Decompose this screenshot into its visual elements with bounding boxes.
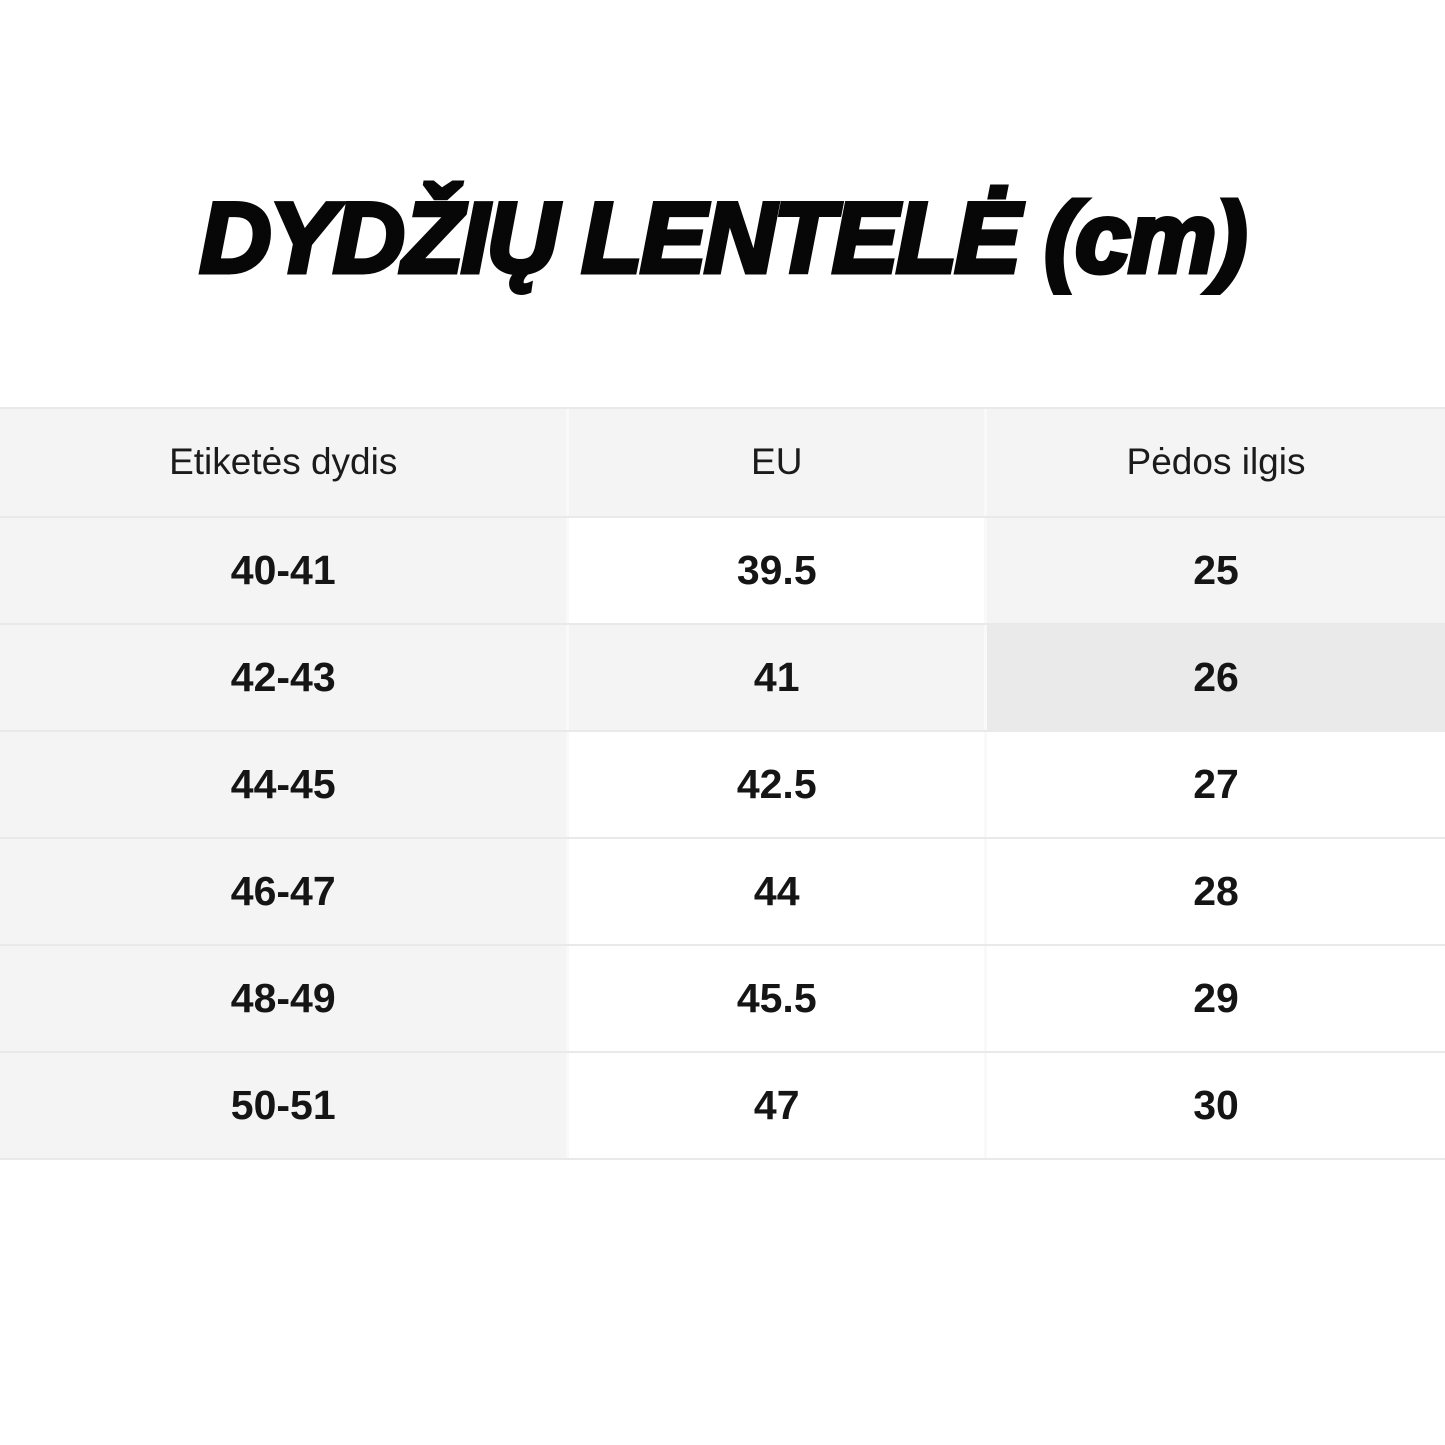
- cell-foot-length: 25: [984, 517, 1445, 623]
- column-header-foot-length: Pėdos ilgis: [984, 408, 1445, 516]
- table-row: 44-45 42.5 27: [0, 729, 1445, 837]
- cell-eu: 42.5: [566, 731, 985, 837]
- table-row: 48-49 45.5 29: [0, 943, 1445, 1051]
- cell-label-size: 42-43: [0, 624, 567, 730]
- page-title: DYDŽIŲ LENTELĖ (cm): [197, 180, 1250, 296]
- cell-foot-length: 28: [984, 838, 1445, 944]
- table-header-row: Etiketės dydis EU Pėdos ilgis: [0, 408, 1445, 516]
- cell-label-size: 50-51: [0, 1052, 567, 1158]
- cell-label-size: 46-47: [0, 838, 567, 944]
- column-header-eu: EU: [566, 408, 985, 516]
- table-row: 40-41 39.5 25: [0, 515, 1445, 623]
- table-row: 50-51 47 30: [0, 1050, 1445, 1158]
- cell-label-size: 40-41: [0, 517, 567, 623]
- cell-foot-length: 30: [984, 1052, 1445, 1158]
- column-header-label-size: Etiketės dydis: [0, 408, 567, 516]
- table-row: 42-43 41 26: [0, 622, 1445, 730]
- cell-eu: 47: [566, 1052, 985, 1158]
- cell-eu: 45.5: [566, 945, 985, 1051]
- cell-foot-length: 27: [984, 731, 1445, 837]
- cell-foot-length-highlighted: 26: [984, 624, 1445, 730]
- cell-label-size: 48-49: [0, 945, 567, 1051]
- cell-foot-length: 29: [984, 945, 1445, 1051]
- table-row: 46-47 44 28: [0, 836, 1445, 944]
- cell-eu: 44: [566, 838, 985, 944]
- cell-eu: 39.5: [566, 517, 985, 623]
- cell-label-size: 44-45: [0, 731, 567, 837]
- size-chart-table: Etiketės dydis EU Pėdos ilgis 40-41 39.5…: [0, 406, 1445, 1160]
- cell-eu: 41: [566, 624, 985, 730]
